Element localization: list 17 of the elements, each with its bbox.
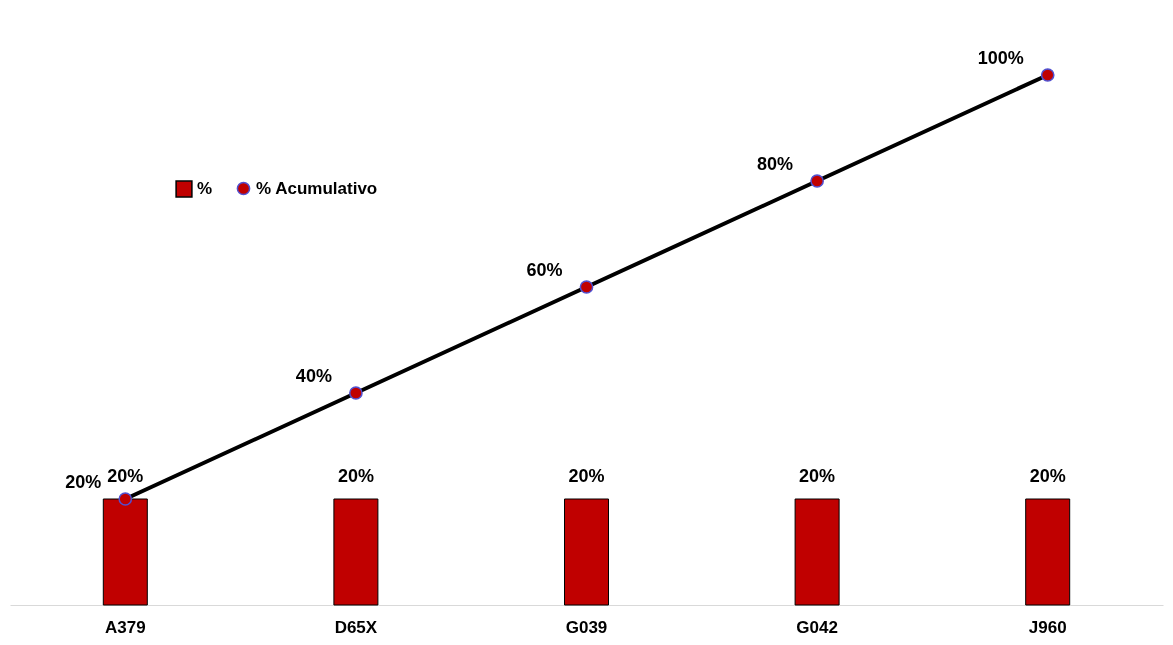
x-tick-label: D65X (334, 617, 378, 637)
data-label: 20% (337, 466, 374, 486)
legend-label: % (197, 179, 213, 198)
data-label: 20% (799, 466, 836, 486)
data-label: 40% (295, 366, 332, 386)
data-label: 20% (65, 472, 102, 492)
data-label: 80% (757, 154, 794, 174)
data-label: 60% (526, 260, 563, 280)
legend-label: % Acumulativo (256, 178, 378, 198)
x-tick-label: J960 (1028, 617, 1067, 637)
data-label: 100% (977, 48, 1024, 68)
data-label: 20% (107, 466, 144, 486)
x-tick-label: A379 (104, 617, 146, 637)
x-tick-label: G042 (796, 617, 838, 637)
x-tick-label: G039 (565, 617, 608, 637)
data-label: 20% (568, 466, 605, 486)
data-label: 20% (1029, 466, 1066, 486)
